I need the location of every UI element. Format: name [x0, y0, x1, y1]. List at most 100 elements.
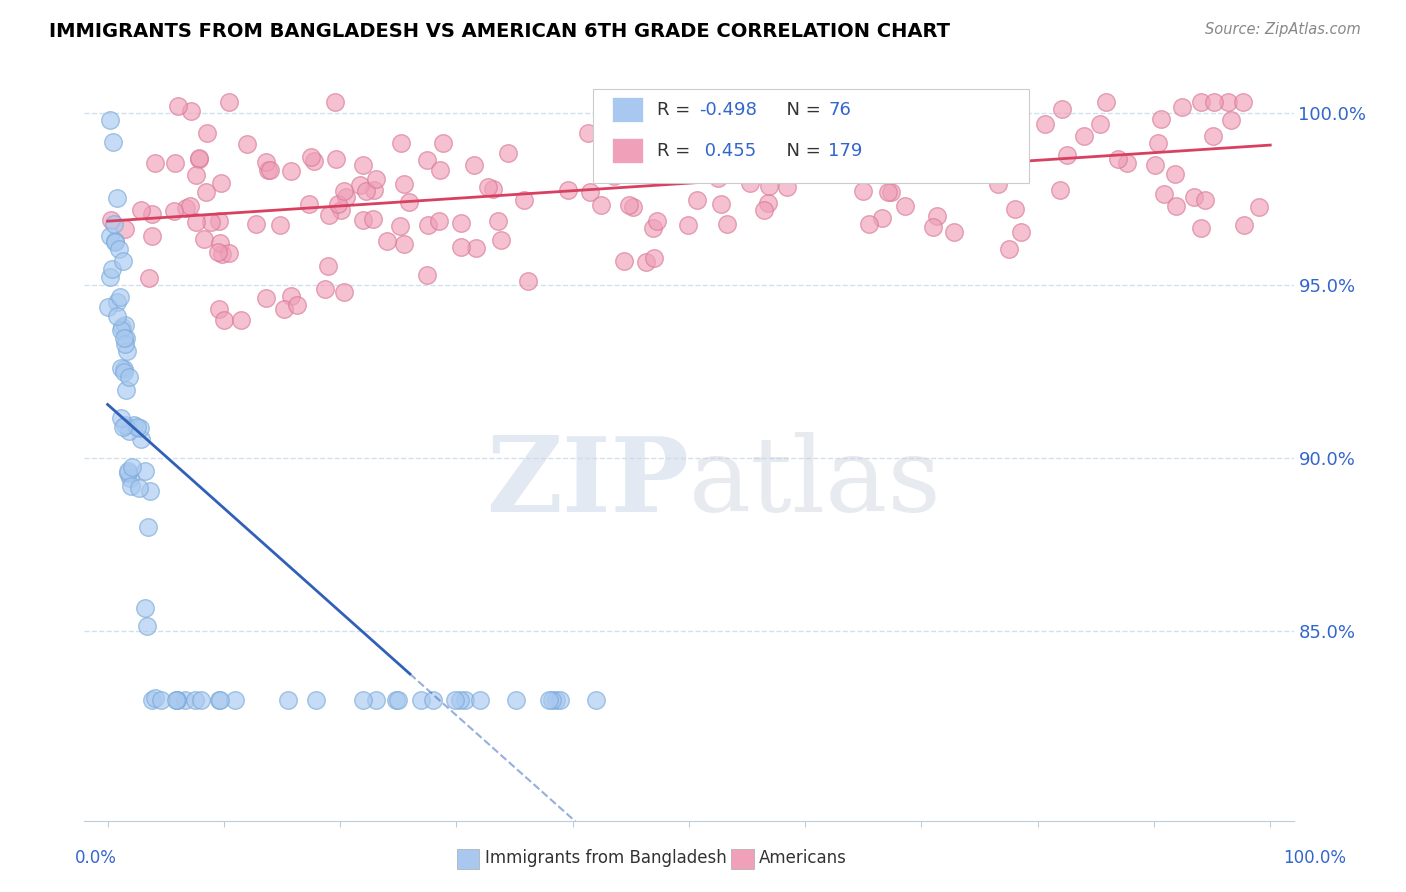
Point — [163, 203, 186, 218]
Point — [195, 186, 218, 200]
Point — [443, 693, 465, 707]
Point — [681, 156, 703, 170]
Point — [450, 216, 472, 230]
Point — [548, 693, 571, 707]
Point — [209, 176, 232, 190]
Point — [107, 191, 129, 205]
Point — [1189, 95, 1212, 110]
Point — [254, 291, 277, 305]
Point — [100, 261, 122, 276]
Point — [207, 245, 229, 260]
Point — [621, 200, 644, 214]
Point — [983, 95, 1005, 110]
Point — [823, 159, 845, 173]
Point — [134, 601, 156, 615]
Point — [316, 259, 339, 273]
Point — [110, 323, 132, 337]
Point — [665, 160, 688, 174]
Point — [115, 343, 138, 358]
Point — [603, 169, 626, 183]
Point — [208, 214, 231, 228]
Point — [613, 253, 636, 268]
Point — [143, 691, 166, 706]
Point — [302, 154, 325, 169]
Text: ZIP: ZIP — [486, 433, 689, 534]
Point — [710, 197, 733, 211]
Point — [134, 465, 156, 479]
Point — [752, 202, 775, 217]
Point — [389, 219, 412, 234]
Point — [634, 254, 657, 268]
Point — [678, 218, 700, 232]
Point — [115, 383, 138, 397]
Point — [758, 179, 780, 194]
Point — [269, 218, 291, 232]
Point — [114, 337, 136, 351]
Point — [636, 133, 658, 147]
Point — [486, 213, 509, 227]
Point — [335, 190, 357, 204]
Point — [166, 693, 188, 707]
Point — [193, 232, 215, 246]
Text: atlas: atlas — [689, 433, 942, 534]
Point — [259, 163, 281, 178]
Point — [432, 136, 454, 150]
Point — [1004, 202, 1026, 217]
Point — [557, 183, 579, 197]
Point — [98, 269, 121, 284]
Point — [135, 618, 157, 632]
Point — [541, 693, 564, 707]
Point — [778, 141, 800, 155]
Point — [1182, 190, 1205, 204]
Point — [943, 95, 966, 110]
Point — [1189, 220, 1212, 235]
Point — [141, 207, 163, 221]
Point — [416, 153, 439, 167]
Point — [876, 186, 898, 200]
Point — [1202, 95, 1225, 110]
Point — [218, 95, 240, 110]
Point — [776, 180, 799, 194]
Point — [790, 155, 813, 169]
Point — [1150, 112, 1173, 127]
Point — [517, 274, 540, 288]
Point — [97, 300, 120, 314]
Point — [808, 146, 831, 161]
Point — [218, 246, 240, 260]
Point — [482, 182, 505, 196]
Point — [149, 693, 172, 707]
Point — [141, 693, 163, 707]
Point — [1216, 95, 1239, 110]
Point — [304, 693, 326, 707]
Point — [110, 411, 132, 425]
Point — [619, 137, 641, 152]
Point — [245, 218, 267, 232]
Point — [200, 215, 222, 229]
Point — [117, 466, 139, 480]
Point — [716, 217, 738, 231]
Point — [280, 289, 302, 303]
Point — [188, 153, 211, 167]
Point — [707, 171, 730, 186]
Point — [115, 331, 138, 345]
Point — [110, 290, 132, 304]
Point — [1202, 128, 1225, 143]
Text: Americans: Americans — [759, 849, 846, 867]
Point — [505, 693, 527, 707]
Point — [112, 420, 135, 434]
Text: 0.455: 0.455 — [699, 142, 756, 160]
Point — [112, 366, 135, 380]
Point — [832, 146, 855, 161]
Point — [416, 218, 439, 232]
Point — [100, 213, 122, 227]
Point — [209, 693, 232, 707]
Point — [166, 693, 188, 707]
Point — [318, 208, 340, 222]
Point — [384, 693, 406, 707]
Point — [104, 235, 127, 249]
Text: 0.0%: 0.0% — [75, 849, 117, 867]
Point — [927, 95, 949, 110]
Point — [1007, 123, 1029, 137]
Point — [190, 693, 212, 707]
Point — [852, 97, 875, 112]
